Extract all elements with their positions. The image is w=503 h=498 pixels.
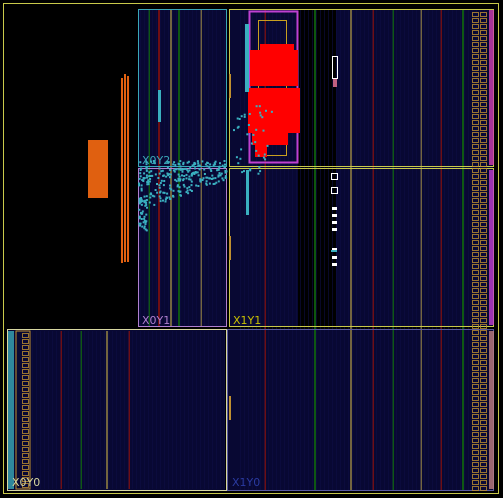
block-markers <box>331 56 338 194</box>
region-x0y2-border <box>138 9 227 167</box>
utilized-cells <box>248 44 300 157</box>
placed-cells <box>138 24 273 232</box>
edge-marker-2 <box>229 236 231 260</box>
region-label-x1y0: X1Y0 <box>232 476 260 489</box>
region-x0y1-border <box>138 168 227 327</box>
io-strip-pink <box>489 170 494 325</box>
pblock-rectangle[interactable] <box>248 10 299 164</box>
edge-marker-1 <box>229 74 231 98</box>
io-bank-right <box>22 12 487 491</box>
io-strip-magenta <box>489 10 494 165</box>
hard-blocks <box>88 74 129 263</box>
region-label-x0y0: X0Y0 <box>12 476 40 489</box>
region-label-x0y2: X0Y2 <box>142 154 170 167</box>
region-label-x0y1: X0Y1 <box>142 314 170 327</box>
region-label-x1y1: X1Y1 <box>233 314 261 327</box>
marker-pink <box>333 79 337 87</box>
fabric-columns <box>32 10 485 490</box>
io-bank-left <box>8 330 31 490</box>
io-strip-rose <box>489 331 494 489</box>
edge-marker-3 <box>229 396 231 420</box>
slice-markers <box>331 207 337 266</box>
